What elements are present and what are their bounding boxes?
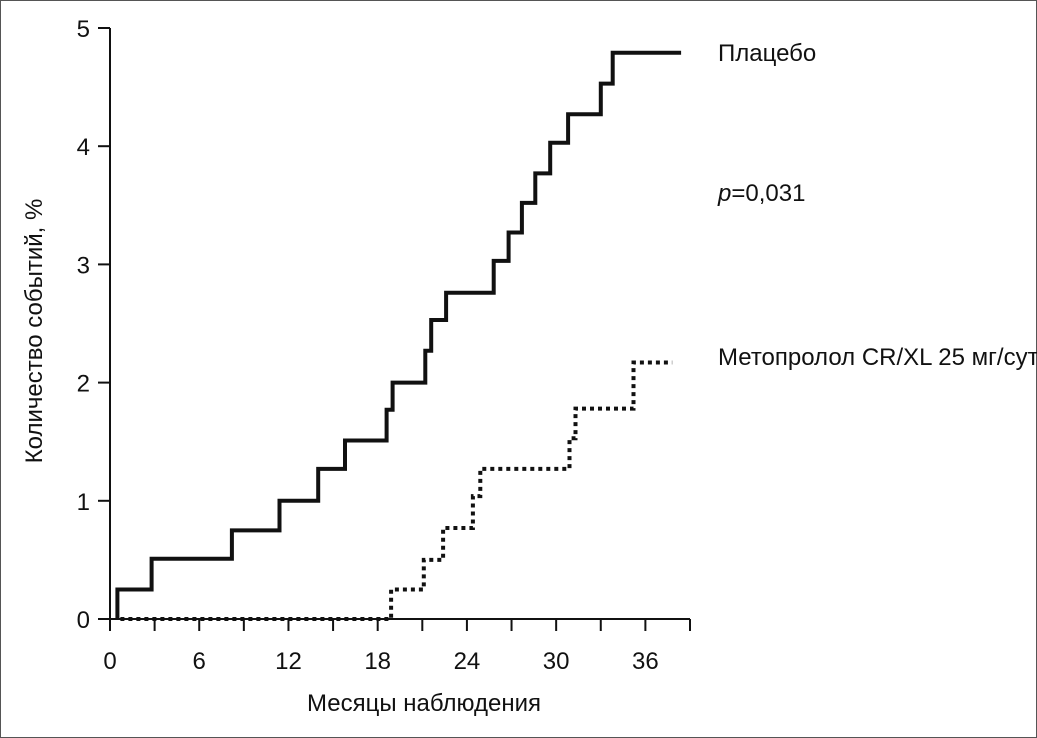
x-tick-label: 6 — [193, 648, 206, 675]
x-tick-label: 24 — [454, 648, 481, 675]
y-tick-label: 5 — [77, 16, 90, 43]
axes — [109, 28, 690, 620]
x-tick-label: 30 — [543, 648, 570, 675]
p-value-annotation: p=0,031 — [717, 180, 805, 207]
x-tick-label: 12 — [275, 648, 302, 675]
y-ticks: 0 1 2 3 4 5 — [77, 16, 110, 634]
series-line-metoprolol — [120, 360, 673, 621]
y-tick-label: 2 — [77, 371, 90, 398]
y-tick-label: 4 — [77, 134, 90, 161]
y-tick-label: 3 — [77, 252, 90, 279]
x-ticks: 0 6 12 18 24 30 36 — [103, 619, 691, 675]
x-tick-label: 36 — [632, 648, 659, 675]
series-line-placebo — [115, 50, 682, 619]
y-tick-label: 0 — [77, 607, 90, 634]
p-value-symbol: p — [717, 180, 731, 207]
legend-label-placebo: Плацебо — [718, 40, 816, 67]
series-layer — [115, 50, 682, 621]
p-value-number: =0,031 — [731, 180, 805, 207]
x-tick-label: 18 — [364, 648, 391, 675]
x-tick-label: 0 — [103, 648, 116, 675]
y-tick-label: 1 — [77, 489, 90, 516]
y-axis-title: Количество событий, % — [21, 199, 48, 464]
x-axis-title: Месяцы наблюдения — [307, 690, 541, 717]
legend-label-metoprolol: Метопролол CR/XL 25 мг/сут — [718, 344, 1037, 371]
